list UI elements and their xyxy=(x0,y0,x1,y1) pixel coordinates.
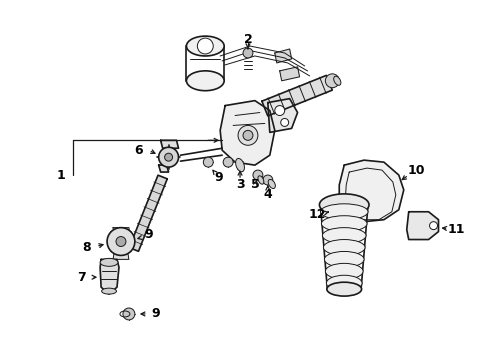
Circle shape xyxy=(116,237,126,247)
Circle shape xyxy=(107,228,135,255)
Ellipse shape xyxy=(186,71,224,91)
Circle shape xyxy=(428,222,437,230)
Ellipse shape xyxy=(320,204,367,220)
Circle shape xyxy=(122,308,135,320)
Polygon shape xyxy=(262,75,332,116)
Text: 2: 2 xyxy=(243,33,252,46)
Circle shape xyxy=(274,105,284,116)
Polygon shape xyxy=(267,99,297,132)
Circle shape xyxy=(280,118,288,126)
Circle shape xyxy=(203,157,213,167)
Ellipse shape xyxy=(235,158,244,172)
Text: 9: 9 xyxy=(144,228,153,241)
Ellipse shape xyxy=(319,194,368,216)
Polygon shape xyxy=(122,228,130,235)
Text: 9: 9 xyxy=(213,171,222,184)
Ellipse shape xyxy=(323,239,365,255)
Text: 1: 1 xyxy=(57,168,66,181)
Polygon shape xyxy=(274,49,291,63)
Polygon shape xyxy=(220,100,274,165)
Text: 11: 11 xyxy=(447,223,464,236)
Polygon shape xyxy=(406,212,438,239)
Circle shape xyxy=(243,130,252,140)
Ellipse shape xyxy=(257,176,263,184)
Circle shape xyxy=(223,157,233,167)
Polygon shape xyxy=(113,228,120,235)
Polygon shape xyxy=(161,140,178,148)
Circle shape xyxy=(158,147,178,167)
Text: 7: 7 xyxy=(77,271,85,284)
Text: 10: 10 xyxy=(407,163,425,176)
Circle shape xyxy=(263,175,272,185)
Polygon shape xyxy=(100,260,119,294)
Circle shape xyxy=(243,48,252,58)
Text: 12: 12 xyxy=(308,208,325,221)
Ellipse shape xyxy=(325,264,362,279)
Ellipse shape xyxy=(324,251,364,267)
Text: 5: 5 xyxy=(250,179,259,192)
Text: 4: 4 xyxy=(263,188,272,201)
Ellipse shape xyxy=(186,36,224,56)
Polygon shape xyxy=(129,175,167,251)
Ellipse shape xyxy=(326,282,361,296)
Polygon shape xyxy=(158,165,168,172)
Circle shape xyxy=(164,153,172,161)
Ellipse shape xyxy=(325,275,361,291)
Polygon shape xyxy=(113,253,129,260)
Polygon shape xyxy=(339,160,403,222)
Text: 3: 3 xyxy=(235,179,244,192)
Circle shape xyxy=(252,170,263,180)
Ellipse shape xyxy=(267,179,275,189)
Ellipse shape xyxy=(102,288,116,294)
Circle shape xyxy=(325,74,339,88)
Text: 6: 6 xyxy=(134,144,143,157)
Ellipse shape xyxy=(322,228,366,243)
Ellipse shape xyxy=(321,216,366,231)
Ellipse shape xyxy=(333,76,340,85)
Circle shape xyxy=(238,125,257,145)
Text: 9: 9 xyxy=(151,307,160,320)
Circle shape xyxy=(197,38,213,54)
Text: 8: 8 xyxy=(82,241,90,254)
Polygon shape xyxy=(279,67,299,81)
Ellipse shape xyxy=(100,258,118,266)
